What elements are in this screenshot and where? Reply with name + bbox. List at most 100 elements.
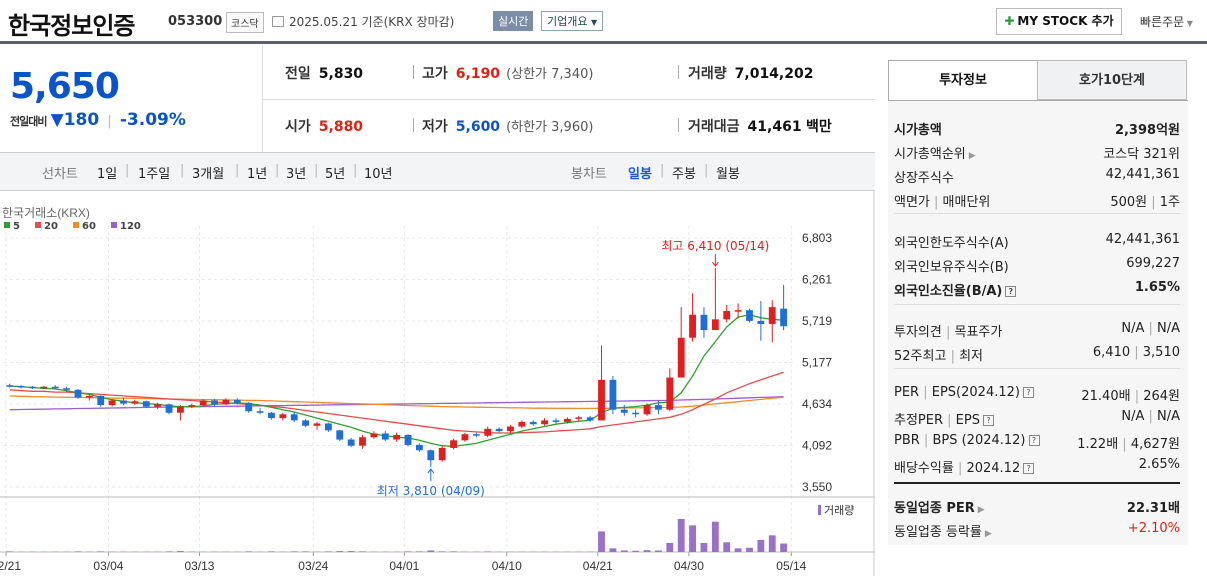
candle-body xyxy=(439,448,446,460)
info-value: 42,441,361 xyxy=(1106,167,1180,182)
divider xyxy=(894,368,1180,369)
info-row: 외국인소진율(B/A)?1.65% xyxy=(894,277,1180,301)
info-label: 동일업종 PER▶ xyxy=(894,497,985,516)
info-label: 추정PER | EPS? xyxy=(894,409,994,428)
candle-body xyxy=(746,310,753,321)
info-row: 추정PER | EPS? N/A | N/A xyxy=(894,406,1180,430)
chevron-right-icon[interactable]: ▶ xyxy=(985,529,992,539)
candle-body xyxy=(336,430,343,439)
legend-swatch xyxy=(73,222,79,228)
candle-body xyxy=(325,423,332,430)
help-icon[interactable]: ? xyxy=(1023,463,1034,474)
realtime-badge[interactable]: 실시간 xyxy=(493,11,533,31)
help-icon[interactable]: ? xyxy=(983,415,994,426)
max-label: 최고 6,410 (05/14) xyxy=(661,239,769,253)
info-label: 시가총액 xyxy=(894,119,942,138)
tab-daily[interactable]: 일봉 xyxy=(628,163,652,182)
candle-body xyxy=(462,434,469,440)
candle-body xyxy=(689,315,696,338)
tab-1d[interactable]: 1일 xyxy=(97,163,117,182)
volume-bar xyxy=(245,551,252,552)
tab-1w[interactable]: 1주일 xyxy=(138,163,170,182)
legend-swatch xyxy=(818,505,821,515)
down-triangle-icon: ▼ xyxy=(51,110,64,130)
candle-body xyxy=(416,445,423,450)
line-chart-label: 선차트 xyxy=(42,163,78,182)
candle-body xyxy=(393,435,400,440)
candle-body xyxy=(780,309,787,327)
help-icon[interactable]: ? xyxy=(1023,387,1034,398)
tab-3y[interactable]: 3년 xyxy=(286,163,306,182)
candle-body xyxy=(166,404,173,412)
candle-body xyxy=(40,387,47,389)
candle-body xyxy=(120,401,127,404)
info-label: 외국인보유주식수(B) xyxy=(894,256,1009,275)
volume-bar xyxy=(712,522,719,552)
legend-label: 120 xyxy=(120,221,141,232)
info-value: 500원 | 1주 xyxy=(1110,191,1180,210)
tab-3m[interactable]: 3개월 xyxy=(192,163,224,182)
chevron-right-icon[interactable]: ▶ xyxy=(969,151,976,161)
info-label: 외국인한도주식수(A) xyxy=(894,232,1009,251)
tab-10y[interactable]: 10년 xyxy=(364,163,393,182)
candle-body xyxy=(666,378,673,410)
info-row: 동일업종 등락률▶+2.10% xyxy=(894,518,1180,542)
candle-body xyxy=(496,429,503,431)
company-info-button[interactable]: 기업개요 ▼ xyxy=(541,11,603,31)
my-stock-add-button[interactable]: ✚MY STOCK 추가 xyxy=(996,8,1122,35)
volume-bar xyxy=(177,551,184,552)
change-percent: -3.09% xyxy=(120,110,186,130)
tab-investment-info[interactable]: 투자정보 xyxy=(888,60,1038,100)
divider xyxy=(413,65,414,79)
tab-1y[interactable]: 1년 xyxy=(247,163,267,182)
candle-body xyxy=(598,380,605,421)
legend-label: 60 xyxy=(82,221,96,232)
help-icon[interactable]: ? xyxy=(1029,435,1040,446)
info-row: 동일업종 PER▶22.31배 xyxy=(894,494,1180,518)
stock-header: 한국정보인증 053300 코스닥 2025.05.21 기준(KRX 장마감)… xyxy=(0,0,1207,44)
volume-label: 거래량 xyxy=(824,504,854,517)
candle-body xyxy=(211,401,218,405)
candle-body xyxy=(188,405,195,407)
tab-orderbook[interactable]: 호가10단계 xyxy=(1037,60,1187,100)
divider xyxy=(894,304,1180,305)
candle-body xyxy=(200,401,207,406)
candle-body xyxy=(109,401,116,406)
tab-5y[interactable]: 5년 xyxy=(325,163,345,182)
candle-body xyxy=(655,405,662,410)
info-value: N/A | N/A xyxy=(1121,409,1180,424)
volume-bar xyxy=(325,551,332,552)
candle-body xyxy=(553,420,560,422)
candle-body xyxy=(621,410,628,413)
volume-bar xyxy=(291,551,298,552)
candle-body xyxy=(701,315,708,330)
info-row: 외국인보유주식수(B)699,227 xyxy=(894,253,1180,277)
company-info-label: 기업개요 xyxy=(547,15,587,28)
chart-svg: 6,8036,2615,7195,1774,6344,0923,55002/21… xyxy=(0,191,875,576)
volume-bar xyxy=(689,525,696,552)
quick-order-button[interactable]: 빠른주문 ▼ xyxy=(1140,13,1193,30)
info-label: PBR | BPS (2024.12)? xyxy=(894,433,1040,448)
volume-bar xyxy=(666,543,673,552)
chevron-right-icon[interactable]: ▶ xyxy=(978,505,985,515)
candlestick-chart[interactable]: 6,8036,2615,7195,1774,6344,0923,55002/21… xyxy=(0,191,875,576)
candle-body xyxy=(632,413,639,415)
y-tick-label: 5,177 xyxy=(802,355,832,369)
candle-body xyxy=(314,423,321,425)
current-price: 5,650 xyxy=(10,66,119,107)
volume-bar xyxy=(701,543,708,552)
tab-weekly[interactable]: 주봉 xyxy=(672,163,696,182)
help-icon[interactable]: ? xyxy=(1005,286,1016,297)
change-label: 전일대비 xyxy=(10,115,46,128)
info-value: 2,398억원 xyxy=(1115,119,1180,138)
candle-body xyxy=(530,422,537,424)
legend-swatch xyxy=(35,222,41,228)
tab-monthly[interactable]: 월봉 xyxy=(716,163,740,182)
candle-body xyxy=(75,390,82,398)
volume-bar xyxy=(75,551,82,552)
